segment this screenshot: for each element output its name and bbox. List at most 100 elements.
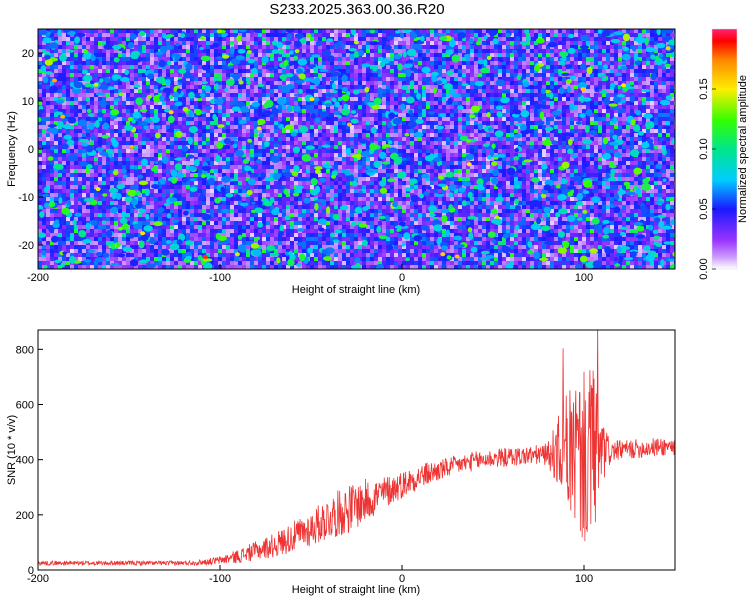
- heatmap-cell: [250, 121, 254, 125]
- heatmap-cell: [42, 125, 46, 129]
- heatmap-cell: [398, 137, 402, 141]
- heatmap-cell: [430, 85, 434, 89]
- heatmap-cell: [110, 41, 114, 45]
- heatmap-cell: [42, 97, 46, 101]
- heatmap-cell: [102, 89, 106, 93]
- heatmap-cell: [182, 129, 186, 133]
- heatmap-cell: [118, 77, 122, 81]
- heatmap-cell: [542, 49, 546, 53]
- heatmap-cell: [270, 77, 274, 81]
- heatmap-cell: [174, 49, 178, 53]
- heatmap-cell: [246, 141, 250, 145]
- heatmap-cell: [46, 149, 50, 153]
- heatmap-cell: [354, 133, 358, 137]
- heatmap-cell: [46, 117, 50, 121]
- heatmap-cell: [430, 65, 434, 69]
- heatmap-cell: [562, 93, 566, 97]
- heatmap-cell: [570, 97, 574, 101]
- heatmap-cell: [402, 141, 406, 145]
- heatmap-cell: [554, 65, 558, 69]
- heatmap-cell: [98, 149, 102, 153]
- heatmap-cell: [134, 153, 138, 157]
- heatmap-cell: [226, 145, 230, 149]
- heatmap-cell: [490, 105, 494, 109]
- heatmap-cell: [218, 89, 222, 93]
- heatmap-cell: [246, 85, 250, 89]
- heatmap-cell: [390, 41, 394, 45]
- heatmap-cell: [142, 105, 146, 109]
- heatmap-cell: [258, 137, 262, 141]
- heatmap-cell: [566, 69, 570, 73]
- heatmap-cell: [106, 109, 110, 113]
- heatmap-cell: [366, 85, 370, 89]
- heatmap-cell: [134, 93, 138, 97]
- heatmap-cell: [422, 105, 426, 109]
- heatmap-cell: [106, 153, 110, 157]
- heatmap-cell: [314, 129, 318, 133]
- heatmap-cell: [178, 45, 182, 49]
- heatmap-cell: [118, 113, 122, 117]
- heatmap-cell: [346, 77, 350, 81]
- heatmap-cell: [394, 41, 398, 45]
- heatmap-cell: [490, 117, 494, 121]
- heatmap-cell: [250, 89, 254, 93]
- heatmap-cell: [586, 133, 590, 137]
- heatmap-cell: [142, 93, 146, 97]
- heatmap-cell: [242, 129, 246, 133]
- heatmap-cell: [306, 101, 310, 105]
- heatmap-cell: [118, 33, 122, 37]
- heatmap-cell: [518, 105, 522, 109]
- heatmap-cell: [138, 45, 142, 49]
- heatmap-cell: [670, 125, 674, 129]
- heatmap-cell: [306, 113, 310, 117]
- heatmap-cell: [154, 33, 158, 37]
- heatmap-cell: [278, 53, 282, 57]
- heatmap-cell: [382, 37, 386, 41]
- heatmap-cell: [414, 57, 418, 61]
- heatmap-cell: [410, 117, 414, 121]
- heatmap-cell: [582, 69, 586, 73]
- heatmap-cell: [290, 101, 294, 105]
- heatmap-cell: [106, 101, 110, 105]
- heatmap-cell: [86, 141, 90, 145]
- heatmap-cell: [554, 105, 558, 109]
- heatmap-cell: [46, 105, 50, 109]
- heatmap-cell: [450, 29, 454, 33]
- heatmap-cell: [470, 125, 474, 129]
- heatmap-cell: [642, 105, 646, 109]
- heatmap-cell: [582, 53, 586, 57]
- heatmap-cell: [522, 53, 526, 57]
- heatmap-cell: [338, 105, 342, 109]
- heatmap-cell: [626, 105, 630, 109]
- heatmap-cell: [114, 153, 118, 157]
- heatmap-cell: [418, 125, 422, 129]
- heatmap-cell: [274, 77, 278, 81]
- heatmap-cell: [498, 65, 502, 69]
- heatmap-cell: [654, 37, 658, 41]
- heatmap-cell: [482, 93, 486, 97]
- heatmap-cell: [534, 125, 538, 129]
- heatmap-cell: [566, 145, 570, 149]
- heatmap-cell: [402, 37, 406, 41]
- heatmap-cell: [310, 29, 314, 33]
- heatmap-cell: [434, 141, 438, 145]
- heatmap-cell: [554, 121, 558, 125]
- heatmap-cell: [654, 101, 658, 105]
- heatmap-cell: [546, 85, 550, 89]
- heatmap-cell: [74, 33, 78, 37]
- heatmap-cell: [546, 57, 550, 61]
- heatmap-cell: [110, 129, 114, 133]
- heatmap-cell: [402, 61, 406, 65]
- heatmap-cell: [642, 69, 646, 73]
- heatmap-cell: [222, 97, 226, 101]
- heatmap-cell: [510, 81, 514, 85]
- heatmap-cell: [358, 29, 362, 33]
- heatmap-cell: [126, 133, 130, 137]
- heatmap-cell: [306, 129, 310, 133]
- heatmap-cell: [306, 125, 310, 129]
- heatmap-cell: [326, 141, 330, 145]
- heatmap-cell: [262, 85, 266, 89]
- heatmap-cell: [202, 45, 206, 49]
- heatmap-cell: [126, 121, 130, 125]
- heatmap-cell: [586, 41, 590, 45]
